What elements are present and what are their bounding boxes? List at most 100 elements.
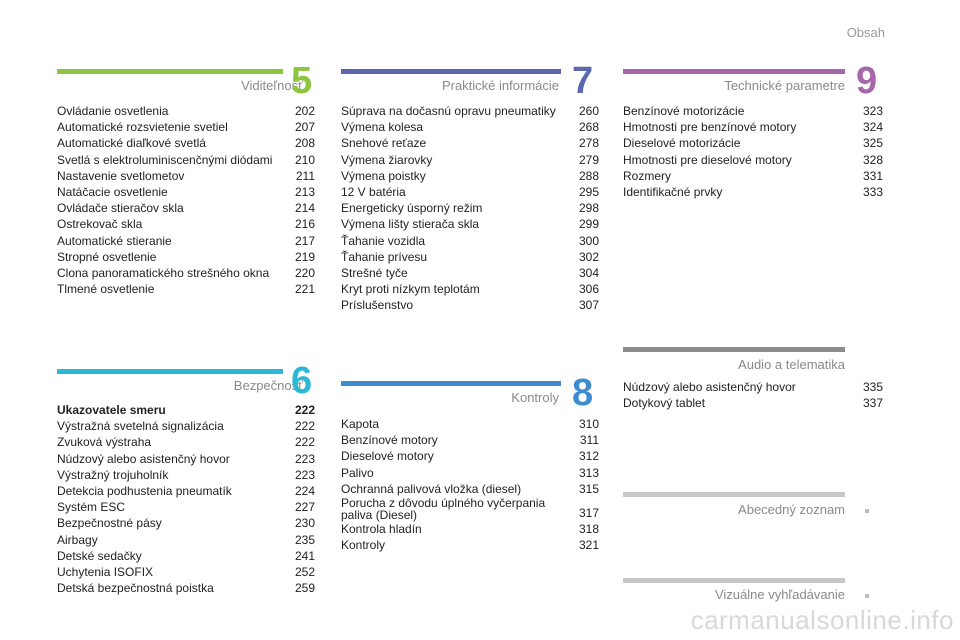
toc-entry-page: 230 — [294, 516, 315, 531]
toc-entry[interactable]: Zvuková výstraha 222 — [57, 434, 315, 450]
toc-entry[interactable]: Automatické diaľkové svetlá 208 — [57, 135, 315, 151]
toc-entry[interactable]: Benzínové motory 311 — [341, 432, 599, 448]
toc-entry[interactable]: Rozmery 331 — [623, 168, 883, 184]
toc-entry-page: 318 — [578, 522, 599, 537]
toc-entry[interactable]: Natáčacie osvetlenie 213 — [57, 184, 315, 200]
toc-entry-label: Hmotnosti pre dieselové motory — [623, 152, 792, 167]
toc-entry[interactable]: Výmena poistky 288 — [341, 168, 599, 184]
toc-entry[interactable]: Snehové reťaze 278 — [341, 135, 599, 151]
toc-entry[interactable]: Stropné osvetlenie 219 — [57, 249, 315, 265]
toc-entry[interactable]: Bezpečnostné pásy 230 — [57, 515, 315, 531]
toc-entry-page: 222 — [294, 419, 315, 434]
toc-entry-current[interactable]: Ukazovatele smeru 222 — [57, 402, 315, 418]
section-number: 6 — [291, 360, 313, 402]
toc-entry-label: Rozmery — [623, 168, 672, 183]
toc-entry-label: Ochranná palivová vložka (diesel) — [341, 481, 522, 496]
toc-entry[interactable]: Nastavenie svetlometov 211 — [57, 168, 315, 184]
toc-entry-label: Núdzový alebo asistenčný hovor — [57, 451, 230, 466]
watermark-text: carmanualsonline.info — [690, 605, 954, 635]
toc-entry-page: 278 — [578, 136, 599, 151]
toc-entry-label: Automatické rozsvietenie svetiel — [57, 120, 228, 135]
toc-entry[interactable]: Ovládače stieračov skla 214 — [57, 200, 315, 216]
toc-entry[interactable]: Palivo 313 — [341, 465, 599, 481]
toc-entry[interactable]: Kapota 310 — [341, 416, 599, 432]
toc-entry-page: 298 — [578, 201, 599, 216]
toc-entry[interactable]: Detská bezpečnostná poistka 259 — [57, 580, 315, 596]
toc-entry[interactable]: Automatické stieranie 217 — [57, 233, 315, 249]
toc-entry[interactable]: Automatické rozsvietenie svetiel 207 — [57, 119, 315, 135]
toc-entry-label: Súprava na dočasnú opravu pneumatiky — [341, 104, 556, 118]
toc-entry[interactable]: Svetlá s elektroluminiscenčnými diódami 2… — [57, 152, 315, 168]
toc-entry[interactable]: Núdzový alebo asistenčný hovor 335 — [623, 379, 883, 395]
toc-entry[interactable]: Kontroly 321 — [341, 537, 599, 553]
toc-entry[interactable]: Dieselové motorizácie 325 — [623, 135, 883, 151]
toc-entry[interactable]: Detekcia podhustenia pneumatík 224 — [57, 483, 315, 499]
toc-entry[interactable]: Ťahanie vozidla 300 — [341, 233, 599, 249]
toc-entry[interactable]: Ochranná palivová vložka (diesel) 315 — [341, 481, 599, 497]
toc-entry-label: Výmena žiarovky — [341, 152, 433, 167]
toc-entry[interactable]: Ťahanie prívesu 302 — [341, 249, 599, 265]
toc-entry[interactable]: Súprava na dočasnú opravu pneumatiky 260 — [341, 103, 599, 119]
toc-entry-label: Ovládače stieračov skla — [57, 201, 184, 216]
toc-entry[interactable]: Hmotnosti pre benzínové motory 324 — [623, 119, 883, 135]
toc-entry[interactable]: Tlmené osvetlenie 221 — [57, 281, 315, 297]
toc-entry[interactable]: Výstražný trojuholník 223 — [57, 467, 315, 483]
toc-entry[interactable]: Ostrekovač skla 216 — [57, 216, 315, 232]
toc-entry-label: Kontroly — [341, 538, 386, 553]
toc-entry[interactable]: Strešné tyče 304 — [341, 265, 599, 281]
toc-entry[interactable]: Núdzový alebo asistenčný hovor 223 — [57, 451, 315, 467]
toc-entry-label: Svetlá s elektroluminiscenčnými diódami — [57, 152, 273, 167]
toc-entry-label: Dieselové motorizácie — [623, 136, 741, 151]
toc-entry[interactable]: Ovládanie osvetlenia 202 — [57, 103, 315, 119]
toc-entry-page: 337 — [862, 396, 883, 411]
toc-entry[interactable]: Uchytenia ISOFIX 252 — [57, 564, 315, 580]
toc-entry[interactable]: Kontrola hladín 318 — [341, 521, 599, 537]
toc-entry-page: 202 — [294, 104, 315, 118]
toc-entry-page: 224 — [294, 484, 315, 499]
section-bar — [341, 69, 561, 74]
toc-entry[interactable]: Energeticky úsporný režim 298 — [341, 200, 599, 216]
toc-list: Ovládanie osvetlenia 202 Automatické rozs… — [57, 103, 315, 297]
toc-entry[interactable]: Hmotnosti pre dieselové motory 328 — [623, 152, 883, 168]
toc-entry-label: Dieselové motory — [341, 449, 434, 464]
section-alphabetical-index[interactable]: Abecedný zoznam — [623, 490, 885, 520]
toc-entry[interactable]: Príslušenstvo 307 — [341, 297, 599, 313]
toc-entry-label: Kryt proti nízkym teplotám — [341, 282, 480, 297]
toc-entry-label: Výmena kolesa — [341, 120, 424, 135]
section-number: 9 — [856, 60, 878, 102]
toc-entry[interactable]: Systém ESC 227 — [57, 499, 315, 515]
toc-entry-page: 223 — [294, 467, 315, 482]
section-title: Abecedný zoznam — [738, 502, 845, 517]
toc-entry-label: Núdzový alebo asistenčný hovor — [623, 380, 796, 394]
toc-entry[interactable]: Detské sedačky 241 — [57, 548, 315, 564]
toc-entry-label: Ťahanie prívesu — [341, 249, 428, 264]
section-number: 5 — [291, 60, 313, 102]
section-visual-search[interactable]: Vizuálne vyhľadávanie — [623, 576, 885, 606]
toc-entry[interactable]: Výmena žiarovky 279 — [341, 152, 599, 168]
section-bar — [623, 578, 845, 583]
toc-entry-page: 335 — [862, 380, 883, 394]
toc-entry-label: Clona panoramatického strešného okna — [57, 266, 270, 281]
toc-entry[interactable]: Clona panoramatického strešného okna 220 — [57, 265, 315, 281]
toc-entry[interactable]: 12 V batéria 295 — [341, 184, 599, 200]
toc-entry-label: Ťahanie vozidla — [341, 233, 426, 248]
toc-entry[interactable]: Dotykový tablet 337 — [623, 395, 883, 411]
toc-entry[interactable]: Kryt proti nízkym teplotám 306 — [341, 281, 599, 297]
toc-entry[interactable]: Benzínové motorizácie 323 — [623, 103, 883, 119]
toc-entry-label: Detekcia podhustenia pneumatík — [57, 484, 232, 499]
toc-entry[interactable]: Dieselové motory 312 — [341, 448, 599, 464]
toc-entry[interactable]: Výstražná svetelná signalizácia 222 — [57, 418, 315, 434]
toc-entry-page: 222 — [294, 403, 315, 417]
toc-entry-label: Natáčacie osvetlenie — [57, 185, 168, 200]
toc-entry-label: Systém ESC — [57, 500, 126, 515]
toc-entry-label: Snehové reťaze — [341, 136, 427, 151]
toc-entry-page: 222 — [294, 435, 315, 450]
toc-entry[interactable]: Identifikačné prvky 333 — [623, 184, 883, 200]
toc-entry[interactable]: Výmena kolesa 268 — [341, 119, 599, 135]
toc-entry-page: 235 — [294, 532, 315, 547]
toc-entry[interactable]: Výmena lišty stierača skla 299 — [341, 216, 599, 232]
toc-entry-label: Hmotnosti pre benzínové motory — [623, 120, 797, 135]
toc-entry[interactable]: Airbagy 235 — [57, 532, 315, 548]
toc-entry[interactable]: Porucha z dôvodu úplného vyčerpania pali… — [341, 497, 599, 521]
toc-entry-page: 252 — [294, 565, 315, 580]
